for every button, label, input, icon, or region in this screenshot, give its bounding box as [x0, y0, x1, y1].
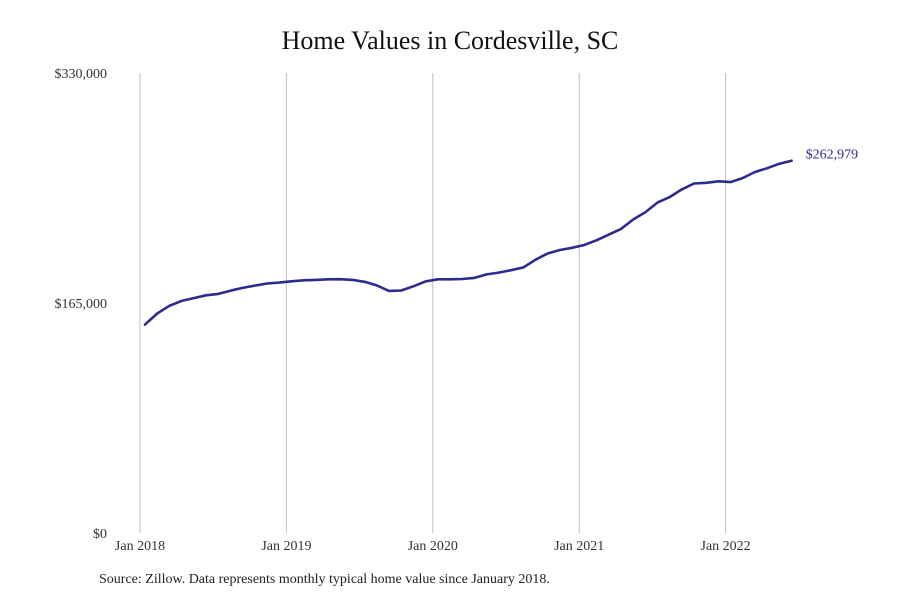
chart-title: Home Values in Cordesville, SC: [281, 26, 619, 55]
y-axis-labels: $0 $165,000 $330,000: [55, 67, 108, 542]
x-axis-labels: Jan 2018 Jan 2019 Jan 2020 Jan 2021 Jan 2022: [115, 539, 751, 554]
x-tick-label: Jan 2021: [554, 539, 604, 554]
series-line: [143, 159, 793, 326]
grid-lines: [139, 73, 727, 533]
y-tick-label: $165,000: [55, 297, 108, 312]
y-tick-label: $330,000: [55, 67, 108, 82]
end-value-label: $262,979: [806, 148, 859, 163]
x-tick-label: Jan 2020: [408, 539, 458, 554]
x-tick-label: Jan 2019: [261, 539, 311, 554]
source-note: Source: Zillow. Data represents monthly …: [99, 572, 550, 587]
x-tick-label: Jan 2018: [115, 539, 165, 554]
y-tick-label: $0: [93, 527, 107, 542]
x-tick-label: Jan 2022: [701, 539, 751, 554]
